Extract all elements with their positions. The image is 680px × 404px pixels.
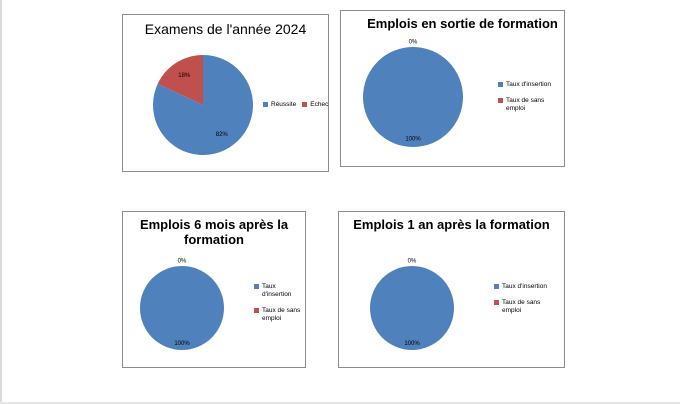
chart-emplois-sortie[interactable]: Emplois en sortie de formation 100% 0% Ta… — [340, 10, 565, 167]
legend-item-insertion: Taux d'insertion — [498, 81, 560, 89]
legend-swatch — [263, 102, 268, 107]
chart-examens[interactable]: Examens de l'année 2024 82% 18% Réussite … — [122, 14, 329, 172]
pie-slice-taux-d-insertion[interactable] — [363, 47, 463, 147]
pie-slice-taux-d-insertion[interactable] — [370, 266, 454, 350]
chart-emplois-6-mois[interactable]: Emplois 6 mois après la formation 100% 0%… — [122, 211, 306, 368]
page-bottom-edge — [0, 402, 680, 404]
legend-label: Réussite — [271, 101, 297, 108]
chart-title: Emplois 1 an après la formation — [353, 217, 550, 232]
data-label: 18% — [178, 73, 191, 79]
chart-emplois-1-an[interactable]: Emplois 1 an après la formation 100% 0% T… — [338, 211, 565, 368]
legend-item-sans-emploi: Taux de sans emploi — [254, 307, 302, 323]
legend-swatch — [494, 300, 499, 306]
legend-swatch — [498, 98, 503, 104]
legend-label: Taux d'insertion — [506, 81, 551, 88]
chart-legend: Taux d'insertion Taux de sans emploi — [254, 283, 302, 332]
legend-label: Taux de sans emploi — [262, 307, 301, 323]
data-label: 100% — [404, 341, 420, 347]
chart-title: Emplois en sortie de formation — [367, 16, 558, 31]
legend-swatch — [254, 308, 259, 314]
legend-item-sans-emploi: Taux de sans emploi — [494, 299, 560, 315]
chart-legend: Taux d'insertion Taux de sans emploi — [494, 283, 560, 323]
legend-label: Taux de sans emploi — [506, 97, 545, 113]
legend-label: Taux de sans emploi — [502, 299, 541, 315]
pie-chart: 100% 0% — [370, 259, 454, 350]
data-label: 100% — [405, 137, 421, 143]
legend-item-sans-emploi: Taux de sans emploi — [498, 97, 560, 113]
pie-chart: 100% 0% — [140, 259, 224, 350]
legend-swatch — [498, 82, 503, 87]
legend-item-insertion: Taux d'insertion — [254, 283, 302, 299]
chart-legend: Taux d'insertion Taux de sans emploi — [498, 81, 560, 121]
page-left-edge — [0, 0, 2, 404]
legend-item-reussite: Réussite — [263, 101, 296, 109]
pie-slice-echec[interactable] — [157, 55, 203, 105]
legend-swatch — [302, 102, 308, 107]
chart-legend: Réussite Echec — [263, 101, 334, 109]
legend-label: Taux d'insertion — [502, 283, 547, 290]
data-label: 100% — [174, 341, 190, 347]
data-label: 0% — [408, 259, 417, 265]
legend-swatch — [254, 284, 259, 289]
chart-title: Examens de l'année 2024 — [144, 21, 307, 37]
legend-item-echec: Echec — [302, 101, 328, 109]
data-label: 82% — [216, 132, 229, 138]
legend-label: Taux d'insertion — [262, 283, 292, 299]
data-label: 0% — [409, 40, 418, 46]
pie-chart: 82% 18% — [153, 55, 253, 155]
legend-swatch — [494, 284, 499, 289]
chart-title: Emplois 6 mois après la formation — [139, 217, 289, 247]
pie-slice-taux-d-insertion[interactable] — [140, 266, 224, 350]
data-label: 0% — [178, 259, 187, 265]
legend-item-insertion: Taux d'insertion — [494, 283, 560, 291]
pie-chart: 100% 0% — [363, 40, 463, 147]
legend-label: Echec — [310, 101, 329, 108]
